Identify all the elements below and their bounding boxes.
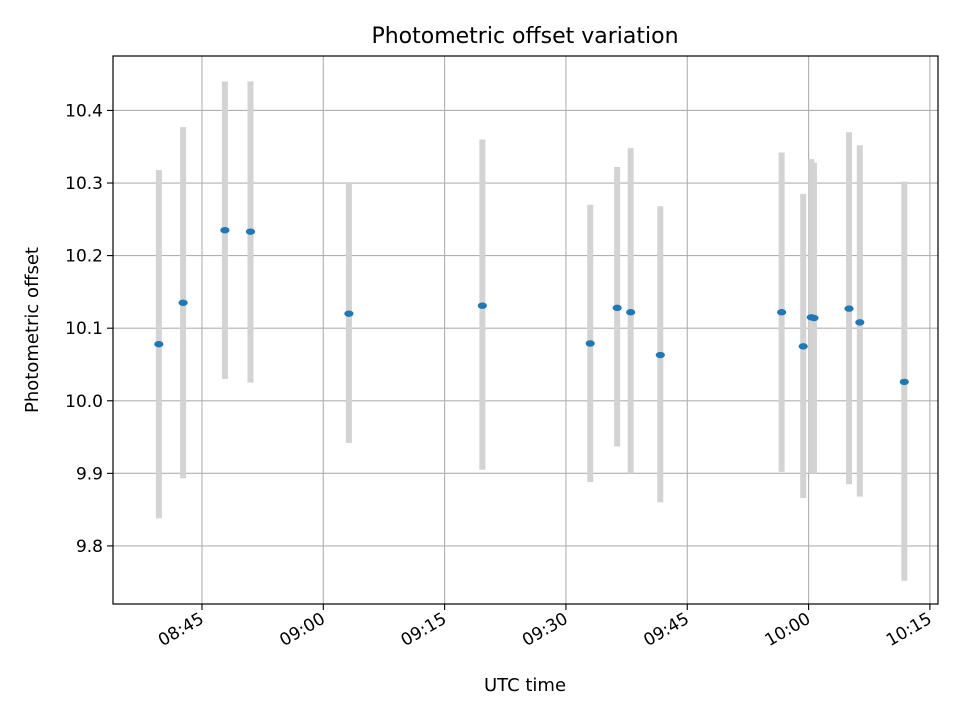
data-point: [899, 378, 909, 386]
y-axis-label: Photometric offset: [22, 247, 43, 413]
y-tick-label: 10.1: [65, 319, 103, 339]
data-point: [477, 302, 487, 309]
chart-title: Photometric offset variation: [371, 24, 678, 49]
plot-frame: [112, 55, 939, 605]
data-point: [585, 340, 595, 347]
data-point: [220, 226, 230, 234]
data-point: [655, 351, 665, 359]
y-tick-label: 10.3: [65, 174, 103, 194]
data-point: [154, 340, 164, 348]
y-tick-label: 10.0: [65, 392, 103, 412]
data-point: [798, 343, 808, 350]
x-axis-label: UTC time: [484, 675, 566, 696]
data-points: [154, 226, 909, 386]
data-point: [844, 305, 854, 312]
data-point: [245, 228, 256, 235]
y-axis-ticks: 9.8 9.9 10.0 10.1 10.2 10.3 10.4: [65, 101, 113, 557]
data-point: [612, 304, 622, 312]
data-point: [855, 319, 865, 326]
data-point: [344, 310, 354, 317]
data-point: [809, 314, 819, 322]
data-point: [626, 309, 636, 316]
y-tick-label: 9.9: [76, 464, 103, 484]
data-point: [178, 299, 188, 306]
data-point: [777, 309, 787, 316]
y-tick-label: 10.4: [65, 101, 103, 121]
y-tick-label: 9.8: [76, 537, 103, 557]
y-tick-label: 10.2: [65, 247, 103, 267]
